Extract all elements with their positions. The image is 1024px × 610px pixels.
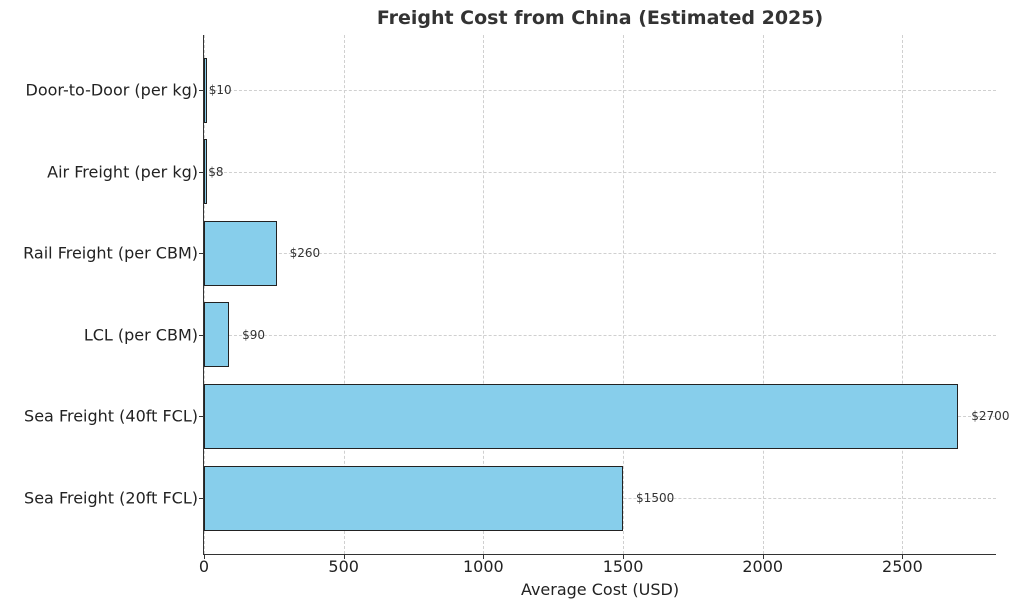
y-tick-label: Sea Freight (40ft FCL) [24,406,198,426]
y-tick-mark [199,498,203,499]
x-tick-label: 500 [328,557,359,576]
x-axis-line [203,554,996,555]
bar [204,57,207,123]
grid-line-vertical [483,35,485,554]
bar [204,465,624,531]
grid-line-vertical [623,35,625,554]
x-tick-label: 2000 [742,557,784,576]
y-tick-label: Air Freight (per kg) [47,162,198,182]
y-tick-mark [199,416,203,418]
x-tick-mark [483,555,485,559]
x-tick-label: 1000 [463,557,504,576]
y-tick-mark [199,90,203,91]
grid-line-horizontal [204,253,996,255]
x-axis-title: Average Cost (USD) [520,580,680,599]
bar-value-label: $2700 [971,409,1010,424]
grid-line-vertical [762,35,764,554]
y-tick-label: LCL (per CBM) [83,325,198,345]
bar-value-label: $1500 [636,491,675,505]
grid-line-vertical [902,35,904,554]
grid-line-horizontal [204,90,996,91]
grid-line-vertical [204,35,205,554]
x-tick-label: 1500 [602,557,644,576]
y-tick-label: Sea Freight (20ft FCL) [24,488,198,508]
bar [204,383,959,449]
y-tick-mark [199,171,203,173]
x-tick-mark [623,555,625,559]
bar [204,139,207,205]
bar-value-label: $10 [208,83,232,97]
grid-line-horizontal [204,171,996,173]
x-tick-label: 0 [198,557,210,576]
y-tick-label: Rail Freight (per CBM) [23,243,198,263]
bar [204,302,230,368]
y-tick-mark [199,253,203,255]
grid-line-vertical [343,35,345,554]
x-tick-mark [343,555,345,559]
y-tick-label: Door-to-Door (per kg) [25,80,199,100]
bar [204,220,277,286]
bar-value-label: $8 [208,164,224,179]
x-tick-mark [902,555,904,559]
chart-title: Freight Cost from China (Estimated 2025) [376,7,824,29]
bar-value-label: $260 [289,246,321,261]
y-axis-line [203,35,204,555]
x-tick-mark [204,555,205,559]
y-tick-mark [199,334,203,336]
x-tick-label: 2500 [882,557,923,576]
x-tick-mark [762,555,764,559]
grid-line-horizontal [204,334,996,336]
bar-value-label: $90 [242,327,266,342]
plot-area: $10 $8 $260 $90 $2700 $1500 [204,35,1009,554]
